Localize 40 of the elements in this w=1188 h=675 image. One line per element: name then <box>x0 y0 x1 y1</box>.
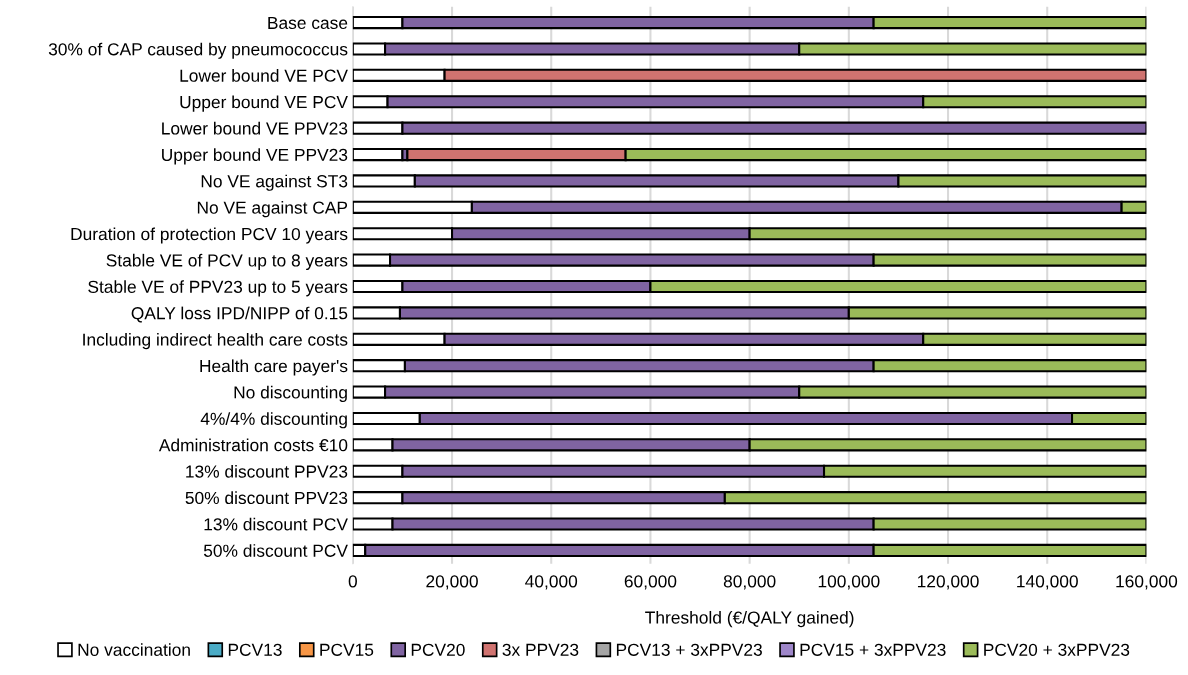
legend-label: PCV15 <box>320 643 374 656</box>
x-tick-label: 20,000 <box>426 575 478 590</box>
legend-label: PCV13 <box>228 643 282 656</box>
y-tick-label: Lower bound VE PPV23 <box>162 121 348 135</box>
legend-label: PCV13 + 3xPPV23 <box>616 643 762 656</box>
x-tick-label: 160,000 <box>1116 575 1178 590</box>
y-tick-label: 13% discount PCV <box>204 517 348 531</box>
y-tick-label: No discounting <box>234 385 347 402</box>
y-tick-label: 50% discount PPV23 <box>185 491 348 505</box>
y-tick-label: 50% discount PCV <box>203 544 348 557</box>
y-tick-label: QALY loss IPD/NIPP of 0.15 <box>131 306 348 323</box>
y-tick-label: Stable VE of PPV23 up to 5 years <box>88 280 348 297</box>
y-tick-label: No VE against CAP <box>197 201 348 218</box>
x-tick-label: 100,000 <box>818 575 880 590</box>
y-tick-label: No VE against ST3 <box>201 174 348 191</box>
y-tick-label: Administration costs €10 <box>158 438 348 452</box>
y-tick-label: Upper bound VE PCV <box>180 95 348 112</box>
x-tick-label: 0 <box>348 575 357 588</box>
y-tick-label: 30% of CAP caused by pneumococcus <box>48 42 348 59</box>
y-tick-label: Lower bound VE PCV <box>180 69 348 82</box>
x-tick-label: 80,000 <box>723 575 776 590</box>
y-tick-label: 13% discount PPV23 <box>186 464 348 478</box>
legend-label: No vaccination <box>78 643 190 656</box>
x-tick-label: 40,000 <box>525 575 578 590</box>
x-tick-label: 120,000 <box>917 575 979 590</box>
y-tick-label: 4%/4% discounting <box>200 412 347 429</box>
y-tick-label: Including indirect health care costs <box>83 333 348 350</box>
legend-label: PCV20 <box>411 643 465 656</box>
legend-label: 3x PPV23 <box>502 643 579 656</box>
y-tick-label: Upper bound VE PPV23 <box>162 148 348 165</box>
legend-label: PCV20 + 3xPPV23 <box>984 643 1130 656</box>
y-tick-label: Health care payer's <box>200 359 348 376</box>
bar <box>352 147 404 162</box>
legend-label: PCV15 + 3xPPV23 <box>800 643 946 656</box>
y-tick-label: Duration of protection PCV 10 years <box>71 227 348 244</box>
x-axis-title: Threshold (€/QALY gained) <box>645 610 854 628</box>
y-tick-label: Stable VE of PCV up to 8 years <box>106 253 348 271</box>
x-tick-label: 140,000 <box>1017 575 1078 590</box>
y-tick-label: Base case <box>268 16 348 30</box>
x-tick-label: 60,000 <box>624 575 677 590</box>
